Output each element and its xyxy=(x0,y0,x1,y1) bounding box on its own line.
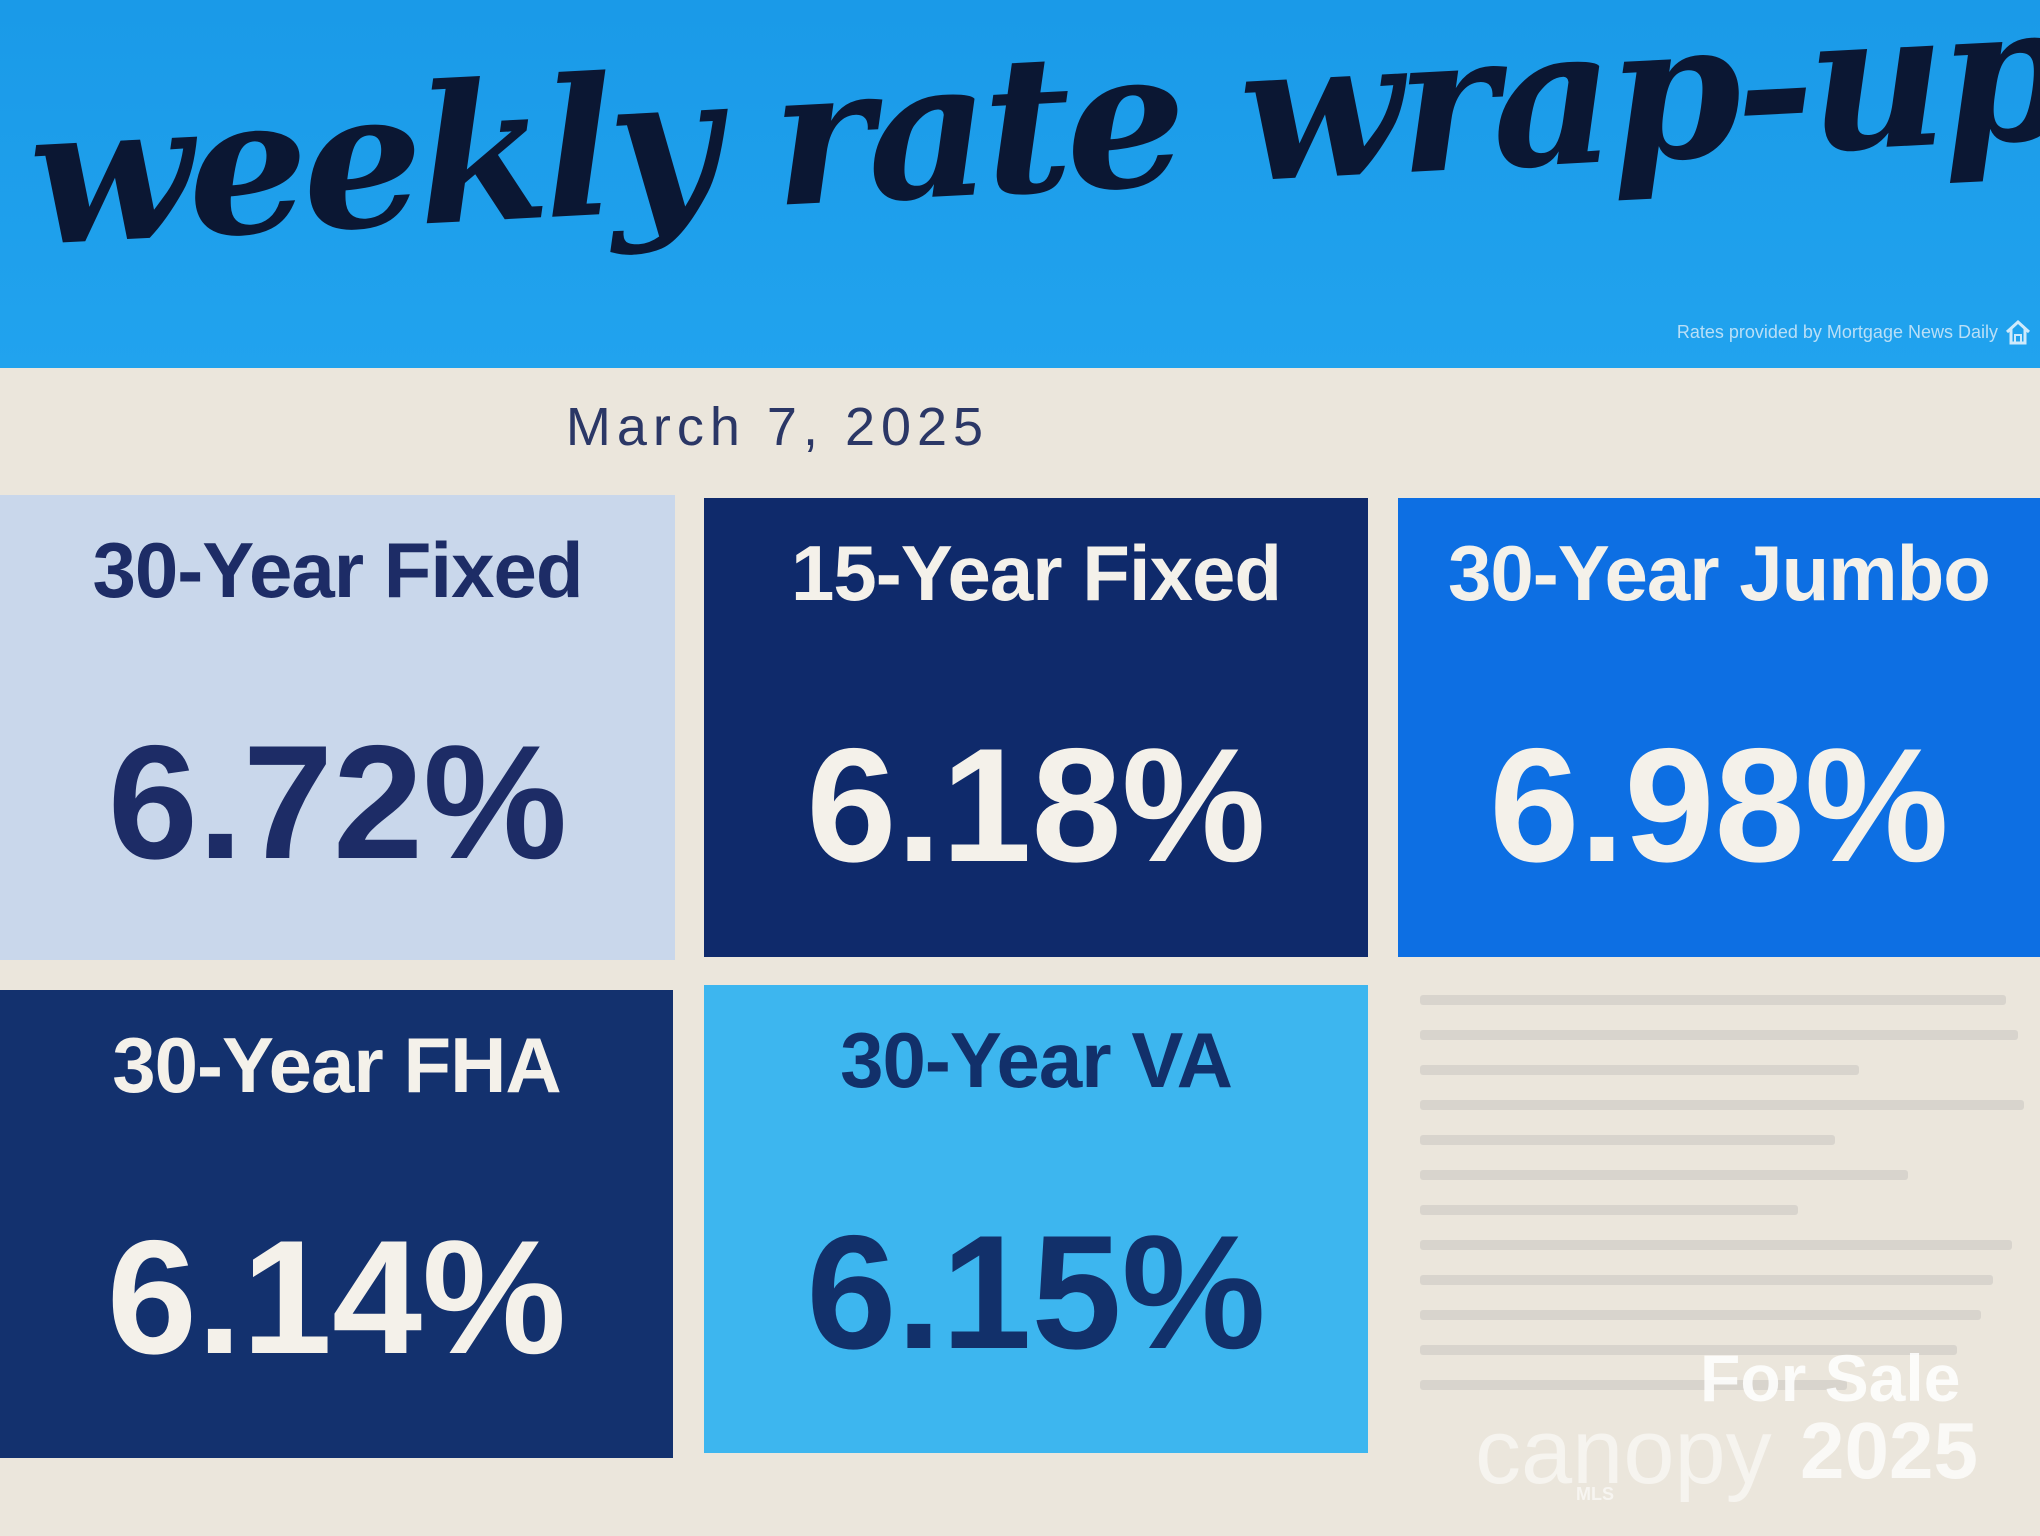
watermark-for-sale: For Sale xyxy=(1700,1341,1961,1415)
rate-card-30-year-fixed: 30-Year Fixed 6.72% xyxy=(0,495,675,960)
rate-card-label: 15-Year Fixed xyxy=(791,529,1282,617)
watermark-mls: MLS xyxy=(1576,1484,1614,1504)
disclaimer-fine-print xyxy=(1420,995,2030,1455)
rate-card-value: 6.18% xyxy=(806,715,1266,896)
rate-card-30-year-va: 30-Year VA 6.15% xyxy=(704,985,1368,1453)
watermark-brand: canopy xyxy=(1475,1401,1772,1503)
rate-card-label: 30-Year Jumbo xyxy=(1448,529,1991,617)
rate-card-value: 6.14% xyxy=(106,1207,567,1388)
rate-card-label: 30-Year FHA xyxy=(112,1021,562,1109)
rate-card-value: 6.72% xyxy=(107,712,568,893)
rate-card-value: 6.15% xyxy=(806,1202,1266,1383)
rate-card-label: 30-Year Fixed xyxy=(92,526,584,614)
rate-card-15-year-fixed: 15-Year Fixed 6.18% xyxy=(704,498,1368,957)
rate-card-value: 6.98% xyxy=(1489,715,1949,896)
rate-card-label: 30-Year VA xyxy=(840,1016,1233,1104)
source-credit: Rates provided by Mortgage News Daily xyxy=(1676,322,1998,342)
rate-card-30-year-fha: 30-Year FHA 6.14% xyxy=(0,990,673,1458)
watermark-year: 2025 xyxy=(1800,1406,1978,1495)
page-title: weekly rate wrap-up xyxy=(24,0,2040,289)
rate-card-30-year-jumbo: 30-Year Jumbo 6.98% xyxy=(1398,498,2040,957)
header-banner: weekly rate wrap-up Rates provided by Mo… xyxy=(0,0,2040,368)
home-icon xyxy=(2005,319,2031,345)
rate-date: March 7, 2025 xyxy=(565,397,990,457)
